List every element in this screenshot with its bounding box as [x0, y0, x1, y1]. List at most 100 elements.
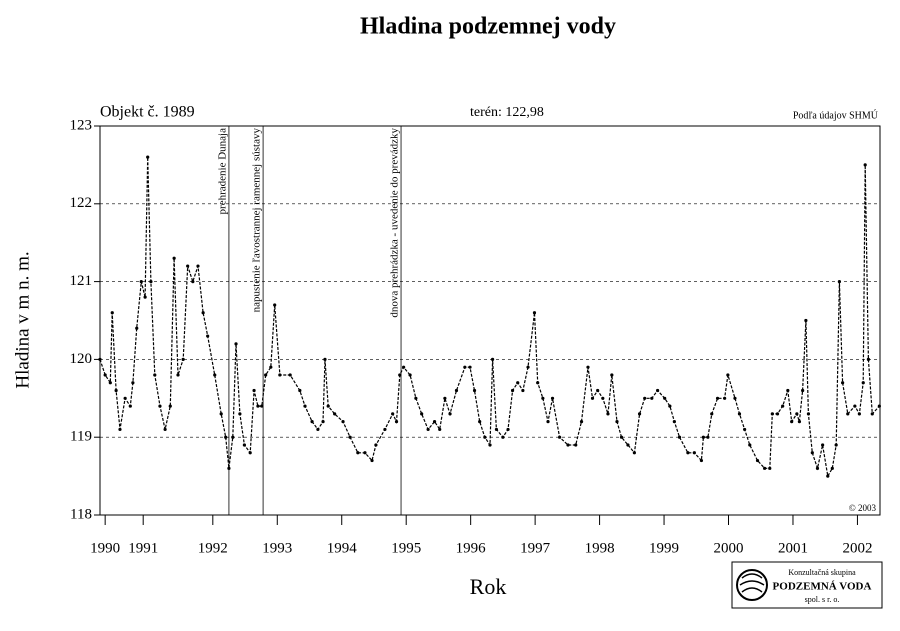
source-label: Podľa údajov SHMÚ: [793, 109, 879, 121]
data-point: [715, 396, 720, 400]
y-tick-label: 120: [70, 351, 93, 367]
data-point: [370, 458, 374, 463]
data-point: [131, 381, 135, 385]
data-point: [316, 427, 320, 432]
data-point: [710, 412, 714, 416]
data-point: [238, 412, 242, 416]
data-point: [737, 412, 742, 416]
data-point: [841, 381, 845, 385]
x-tick-label: 1991: [128, 540, 158, 556]
x-tick-label: 1993: [262, 540, 292, 556]
logo-icon: [736, 569, 768, 601]
data-point: [643, 396, 647, 400]
data-point: [231, 435, 235, 439]
y-axis-label: Hladina v m n. m.: [12, 251, 33, 388]
data-point: [601, 396, 605, 400]
data-point: [463, 365, 467, 369]
data-point: [615, 420, 619, 424]
plot-frame: [99, 125, 881, 516]
logo-line3: spol. s r. o.: [805, 595, 840, 604]
terrain-label: terén: 122,98: [470, 105, 544, 120]
data-point: [110, 311, 114, 315]
data-point: [606, 412, 610, 416]
data-point: [637, 412, 642, 416]
data-point: [341, 420, 345, 424]
data-point: [454, 388, 459, 393]
data-point: [201, 311, 205, 315]
data-point: [795, 412, 799, 416]
data-point: [483, 435, 487, 439]
data-point: [248, 451, 252, 455]
data-point: [176, 373, 180, 377]
data-point: [810, 451, 814, 455]
logo-frame: [731, 561, 883, 609]
data-point: [821, 443, 825, 447]
data-point: [699, 458, 704, 463]
data-point: [135, 326, 139, 330]
data-point: [186, 264, 190, 268]
data-point: [650, 396, 654, 400]
data-point: [383, 427, 387, 432]
data-point: [877, 404, 881, 408]
data-point: [227, 466, 231, 470]
data-point: [163, 427, 167, 432]
data-point: [234, 342, 238, 346]
data-point: [536, 381, 540, 385]
data-point: [252, 388, 256, 393]
x-tick-label: 2001: [778, 540, 808, 556]
data-point: [363, 451, 367, 455]
data-point: [723, 396, 727, 400]
data-point: [260, 404, 264, 408]
x-tick-label: 2002: [842, 540, 872, 556]
data-point: [114, 388, 118, 393]
data-point: [763, 466, 767, 470]
data-point: [168, 404, 172, 408]
data-point: [863, 163, 867, 167]
data-point: [356, 451, 360, 455]
data-point: [610, 373, 614, 377]
data-point: [438, 427, 442, 432]
data-point: [432, 420, 437, 424]
data-point: [448, 412, 452, 416]
copyright: © 2003: [849, 503, 877, 513]
data-point: [706, 435, 710, 439]
data-point: [632, 451, 636, 455]
data-point: [566, 443, 570, 447]
data-point: [494, 427, 499, 432]
data-point: [866, 357, 870, 361]
data-point: [768, 466, 772, 470]
data-point: [781, 404, 785, 408]
data-point: [443, 396, 447, 400]
data-point: [420, 412, 424, 416]
data-point: [128, 404, 132, 408]
data-point: [748, 443, 752, 447]
data-point: [574, 443, 578, 447]
data-point: [303, 404, 307, 408]
data-point: [108, 381, 112, 385]
data-point: [861, 381, 865, 385]
logo: Konzultačná skupina PODZEMNÁ VODA spol. …: [731, 561, 883, 609]
data-point: [826, 474, 830, 478]
data-point: [288, 373, 292, 377]
data-point: [391, 412, 395, 416]
data-point: [677, 435, 682, 439]
data-point: [770, 412, 774, 416]
x-axis-label: Rok: [470, 574, 507, 599]
logo-line1: Konzultačná skupina: [788, 568, 856, 577]
data-point: [264, 373, 268, 377]
data-point: [663, 396, 667, 400]
data-point: [656, 388, 660, 393]
x-tick-label: 1990: [90, 540, 120, 556]
data-point: [374, 443, 378, 447]
data-point: [206, 334, 210, 338]
logo-waves: [739, 573, 765, 593]
data-point: [857, 412, 861, 416]
data-point: [532, 311, 537, 315]
data-point: [550, 396, 555, 400]
data-point: [333, 412, 337, 416]
data-point: [402, 365, 406, 369]
data-point: [590, 396, 595, 400]
y-tick-label: 121: [70, 273, 93, 289]
data-point: [472, 388, 477, 393]
data-point: [123, 396, 127, 400]
